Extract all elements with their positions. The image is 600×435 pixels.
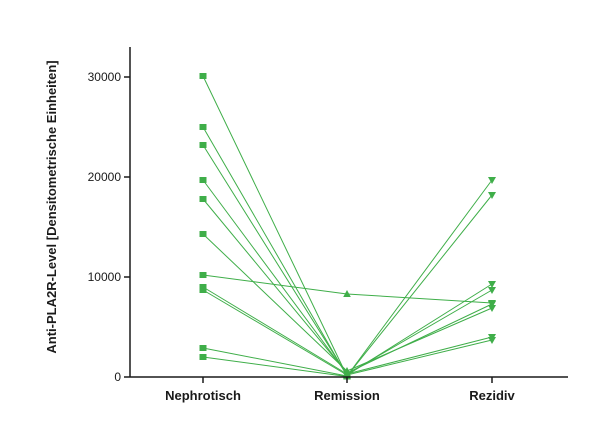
data-point-marker	[199, 354, 207, 360]
series-line	[202, 347, 348, 377]
series-line	[202, 75, 493, 377]
data-point-marker	[199, 272, 207, 278]
data-point-marker	[488, 300, 496, 307]
x-category-label: Rezidiv	[469, 388, 515, 403]
series-line	[202, 274, 493, 304]
series-markers	[199, 73, 496, 380]
data-point-marker	[199, 287, 207, 293]
x-category-label: Nephrotisch	[165, 388, 241, 403]
y-tick-label: 30000	[88, 70, 122, 84]
y-axis-ticks: 0 10000 20000 30000	[88, 70, 130, 384]
series-lines	[202, 75, 493, 377]
data-point-marker	[199, 196, 207, 202]
data-point-marker	[199, 73, 207, 79]
series-line	[202, 179, 493, 375]
y-tick-label: 20000	[88, 170, 122, 184]
data-point-marker	[488, 192, 496, 199]
data-point-marker	[199, 142, 207, 148]
data-point-marker	[488, 281, 496, 288]
data-point-marker	[488, 177, 496, 184]
x-axis-ticks: Nephrotisch Remission Rezidiv	[165, 377, 516, 403]
data-point-marker	[199, 231, 207, 237]
data-point-marker	[343, 290, 351, 297]
series-line	[202, 198, 493, 374]
series-line	[202, 289, 493, 376]
data-point-marker	[199, 345, 207, 351]
data-point-marker	[199, 124, 207, 130]
x-category-label: Remission	[314, 388, 380, 403]
data-point-marker	[488, 287, 496, 294]
series-line	[202, 144, 493, 376]
series-line	[202, 356, 348, 377]
data-point-marker	[199, 177, 207, 183]
data-point-marker	[488, 305, 496, 312]
y-axis-title: Anti-PLA2R-Level [Densitometrische Einhe…	[44, 60, 59, 353]
data-point-marker	[488, 337, 496, 344]
y-tick-label: 0	[114, 370, 121, 384]
y-tick-label: 10000	[88, 270, 122, 284]
